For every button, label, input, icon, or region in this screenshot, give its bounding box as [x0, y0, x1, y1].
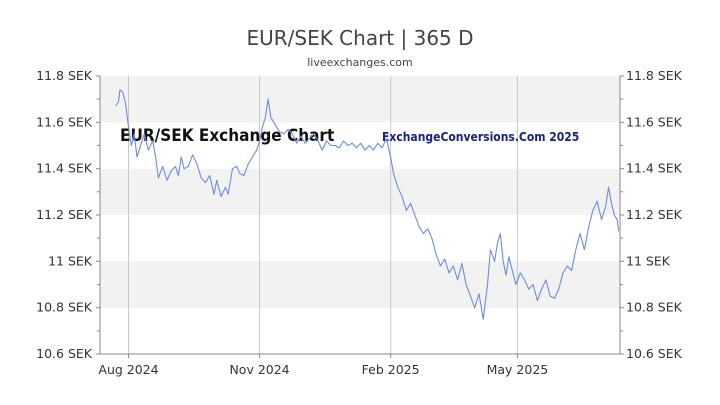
- x-tick-label: Feb 2025: [362, 362, 420, 377]
- x-tick-label: May 2025: [487, 362, 549, 377]
- background-bands: [100, 76, 620, 354]
- y-tick-label-left: 10.6 SEK: [36, 346, 93, 361]
- y-tick-label-right: 10.6 SEK: [626, 346, 683, 361]
- vertical-gridlines: [127, 76, 518, 354]
- y-tick-label-right: 11.4 SEK: [626, 161, 683, 176]
- band-2: [100, 215, 620, 262]
- x-tick-label: Nov 2024: [229, 362, 289, 377]
- band-1: [100, 261, 620, 308]
- series-line-0: [115, 89, 620, 320]
- y-tick-label-left: 11.6 SEK: [36, 114, 93, 129]
- band-4: [100, 122, 620, 169]
- y-tick-label-right: 11 SEK: [626, 253, 671, 268]
- y-tick-label-right: 10.8 SEK: [626, 300, 683, 315]
- x-tick-label: Aug 2024: [98, 362, 158, 377]
- band-5: [100, 76, 620, 123]
- y-tick-label-right: 11.2 SEK: [626, 207, 683, 222]
- band-0: [100, 307, 620, 354]
- y-tick-label-left: 11.4 SEK: [36, 161, 93, 176]
- band-3: [100, 168, 620, 215]
- watermark-exchange-chart: EUR/SEK Exchange Chart: [120, 126, 334, 146]
- y-tick-label-left: 11 SEK: [48, 253, 93, 268]
- watermark-exchangeconversions: ExchangeConversions.Com 2025: [382, 130, 579, 144]
- x-axis: Aug 2024 Nov 2024 Feb 2025 May 2025: [98, 354, 548, 377]
- chart-subtitle: liveexchanges.com: [307, 56, 413, 69]
- y-tick-label-right: 11.8 SEK: [626, 68, 683, 83]
- chart-title: EUR/SEK Chart | 365 D: [246, 26, 474, 50]
- y-tick-label-left: 11.8 SEK: [36, 68, 93, 83]
- y-tick-label-left: 10.8 SEK: [36, 300, 93, 315]
- series-line: [115, 89, 620, 320]
- y-axis-left: 10.6 SEK 10.8 SEK 11 SEK 11.2 SEK 11.4 SEK 11…: [36, 68, 100, 361]
- y-axis-right: 10.6 SEK 10.8 SEK 11 SEK 11.2 SEK 11.4 SEK 11…: [620, 68, 683, 361]
- y-tick-label-right: 11.6 SEK: [626, 114, 683, 129]
- y-tick-label-left: 11.2 SEK: [36, 207, 93, 222]
